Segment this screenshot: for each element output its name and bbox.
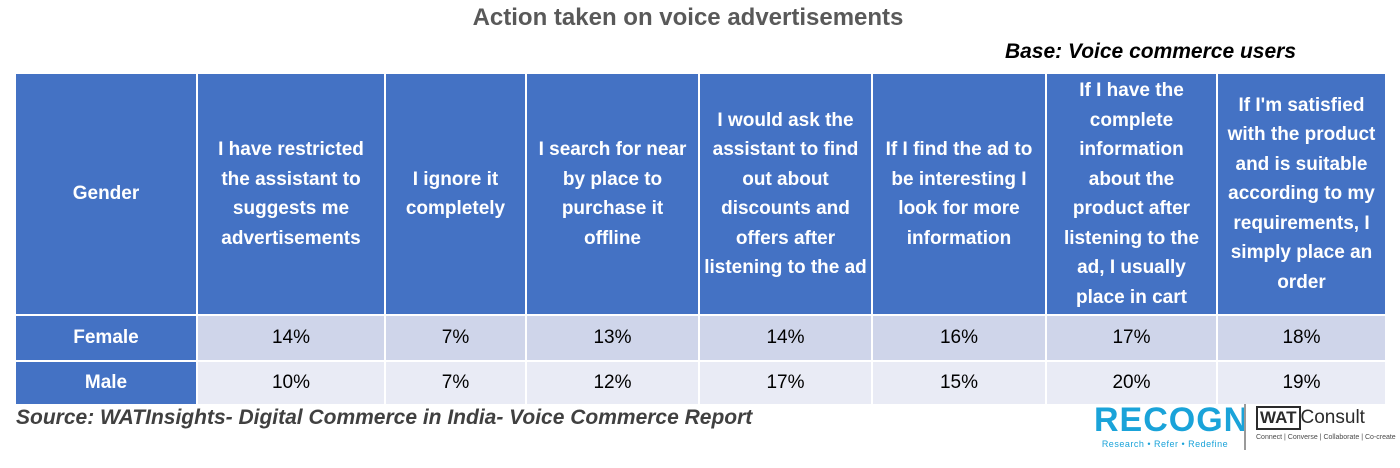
wat-wordmark: WAT (1256, 406, 1301, 430)
watconsult-tagline: Connect | Converse | Collaborate | Co-cr… (1256, 434, 1396, 441)
header-cell: If I have the complete information about… (1045, 72, 1218, 316)
logo-divider (1244, 404, 1246, 450)
value-cell: 10% (196, 360, 386, 406)
value-cell: 18% (1216, 314, 1387, 362)
recogn-wordmark: RECOGN (1094, 401, 1250, 439)
value-cell: 14% (698, 314, 873, 362)
value-cell: 20% (1045, 360, 1218, 406)
header-cell: I would ask the assistant to find out ab… (698, 72, 873, 316)
chart-title: Action taken on voice advertisements (472, 4, 904, 31)
base-note: Base: Voice commerce users (1004, 40, 1296, 63)
value-cell: 17% (698, 360, 873, 406)
value-cell: 7% (384, 314, 527, 362)
gender-cell: Female (14, 314, 198, 362)
table-row: Female 14% 7% 13% 14% 16% 17% 18% (14, 314, 1387, 362)
value-cell: 16% (871, 314, 1047, 362)
header-cell: I ignore it completely (384, 72, 527, 316)
data-table: Gender I have restricted the assistant t… (14, 72, 1387, 406)
recogn-tagline: Research • Refer • Redefine (1101, 439, 1229, 449)
header-cell: I search for near by place to purchase i… (525, 72, 700, 316)
header-cell: Gender (14, 72, 198, 316)
consult-wordmark: Consult (1300, 407, 1365, 428)
table-row: Male 10% 7% 12% 17% 15% 20% 19% (14, 360, 1387, 406)
header-row: Gender I have restricted the assistant t… (14, 72, 1387, 316)
recogn-logo: RECOGN Research • Refer • Redefine (1094, 401, 1250, 450)
value-cell: 17% (1045, 314, 1218, 362)
value-cell: 19% (1216, 360, 1387, 406)
value-cell: 13% (525, 314, 700, 362)
header-cell: I have restricted the assistant to sugge… (196, 72, 386, 316)
value-cell: 12% (525, 360, 700, 406)
source-note: Source: WATInsights- Digital Commerce in… (16, 406, 753, 429)
watconsult-logo: WAT Consult Connect | Converse | Collabor… (1256, 406, 1396, 441)
value-cell: 14% (196, 314, 386, 362)
header-cell: If I find the ad to be interesting I loo… (871, 72, 1047, 316)
value-cell: 7% (384, 360, 527, 406)
value-cell: 15% (871, 360, 1047, 406)
gender-cell: Male (14, 360, 198, 406)
header-cell: If I'm satisfied with the product and is… (1216, 72, 1387, 316)
